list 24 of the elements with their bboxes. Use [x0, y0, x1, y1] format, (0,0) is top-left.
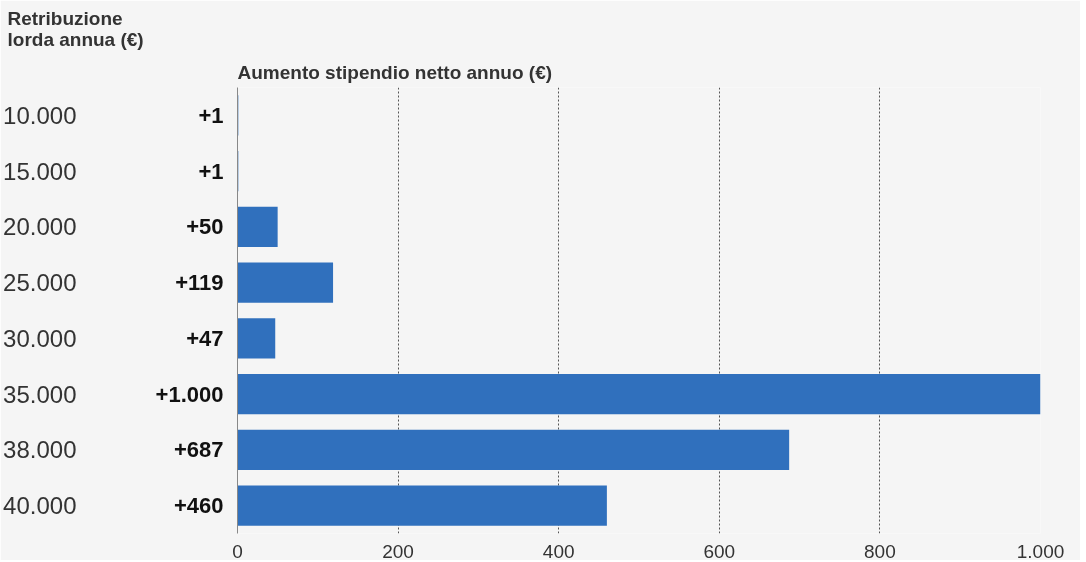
data-label: +1 — [198, 102, 224, 128]
data-label: +460 — [173, 493, 224, 519]
y-tick-label: 10.000 — [3, 101, 77, 129]
x-tick-label: 800 — [864, 540, 896, 562]
y-axis-title: Retribuzione lorda annua (€) — [7, 7, 144, 50]
data-label: +687 — [173, 437, 224, 463]
x-axis-title: Aumento stipendio netto annuo (€) — [237, 61, 553, 83]
data-label: +119 — [175, 270, 224, 296]
x-tick-label: 400 — [542, 540, 575, 562]
y-tick-label: 40.000 — [3, 492, 77, 520]
data-label: +47 — [186, 325, 224, 351]
data-label: +1.000 — [155, 381, 224, 407]
y-tick-label: 25.000 — [3, 269, 77, 297]
x-tick-label: 1.000 — [1016, 540, 1065, 562]
y-tick-label: 20.000 — [3, 213, 77, 241]
y-tick-label: 15.000 — [3, 157, 77, 185]
y-tick-label: 35.000 — [3, 380, 77, 408]
x-tick-label: 200 — [382, 540, 414, 562]
x-tick-label: 0 — [232, 540, 243, 562]
x-tick-label: 600 — [703, 540, 736, 562]
y-tick-label: 38.000 — [3, 436, 77, 464]
data-label: +1 — [198, 158, 224, 184]
data-label: +50 — [186, 214, 224, 240]
y-tick-label: 30.000 — [3, 324, 77, 352]
